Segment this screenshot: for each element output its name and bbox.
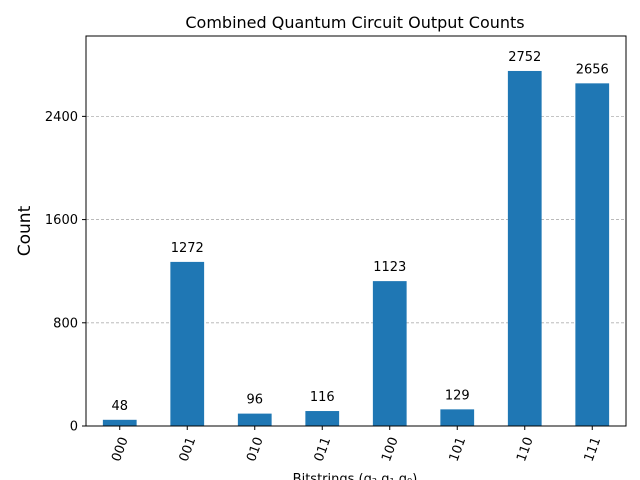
x-tick-label-000: 000 [109,435,132,463]
y-tick-label: 2400 [45,110,78,125]
x-axis-label: Bitstrings (q₂ q₁ q₀) [293,472,418,480]
bar-100 [372,281,407,426]
bar-011 [305,411,340,426]
bar-111 [575,83,610,426]
x-tick-label-001: 001 [177,435,200,463]
data-label-101: 129 [445,388,470,403]
data-label-010: 96 [246,393,263,408]
data-label-011: 116 [310,390,335,405]
data-label-100: 1123 [373,260,406,275]
x-tick-label-101: 101 [447,435,470,463]
bar-000 [102,419,137,426]
data-labels: 48 1272 96 116 1123 129 2752 2656 [111,50,608,414]
x-axis-ticks: 000 001 010 011 100 101 110 111 [109,426,604,464]
bar-010 [237,413,272,426]
y-tick-label: 800 [53,316,78,331]
plot-frame [85,35,627,427]
x-tick-label-110: 110 [514,435,537,463]
grid-lines [86,115,626,324]
data-label-111: 2656 [576,62,609,77]
x-tick-label-100: 100 [379,435,402,463]
data-label-000: 48 [111,399,128,414]
bar-110 [507,70,542,426]
data-label-001: 1272 [171,241,204,256]
bar-101 [440,409,475,426]
y-axis-label: Count [15,205,35,256]
x-tick-label-011: 011 [312,435,335,463]
data-label-110: 2752 [508,50,541,65]
chart-title: Combined Quantum Circuit Output Counts [185,13,524,32]
bars [102,70,610,426]
y-tick-label: 0 [70,420,78,435]
x-tick-label-111: 111 [582,435,605,463]
bar-001 [170,261,205,426]
y-axis-ticks: 0 800 1600 2400 [45,110,86,435]
x-tick-label-010: 010 [244,435,267,463]
y-tick-label: 1600 [45,213,78,228]
